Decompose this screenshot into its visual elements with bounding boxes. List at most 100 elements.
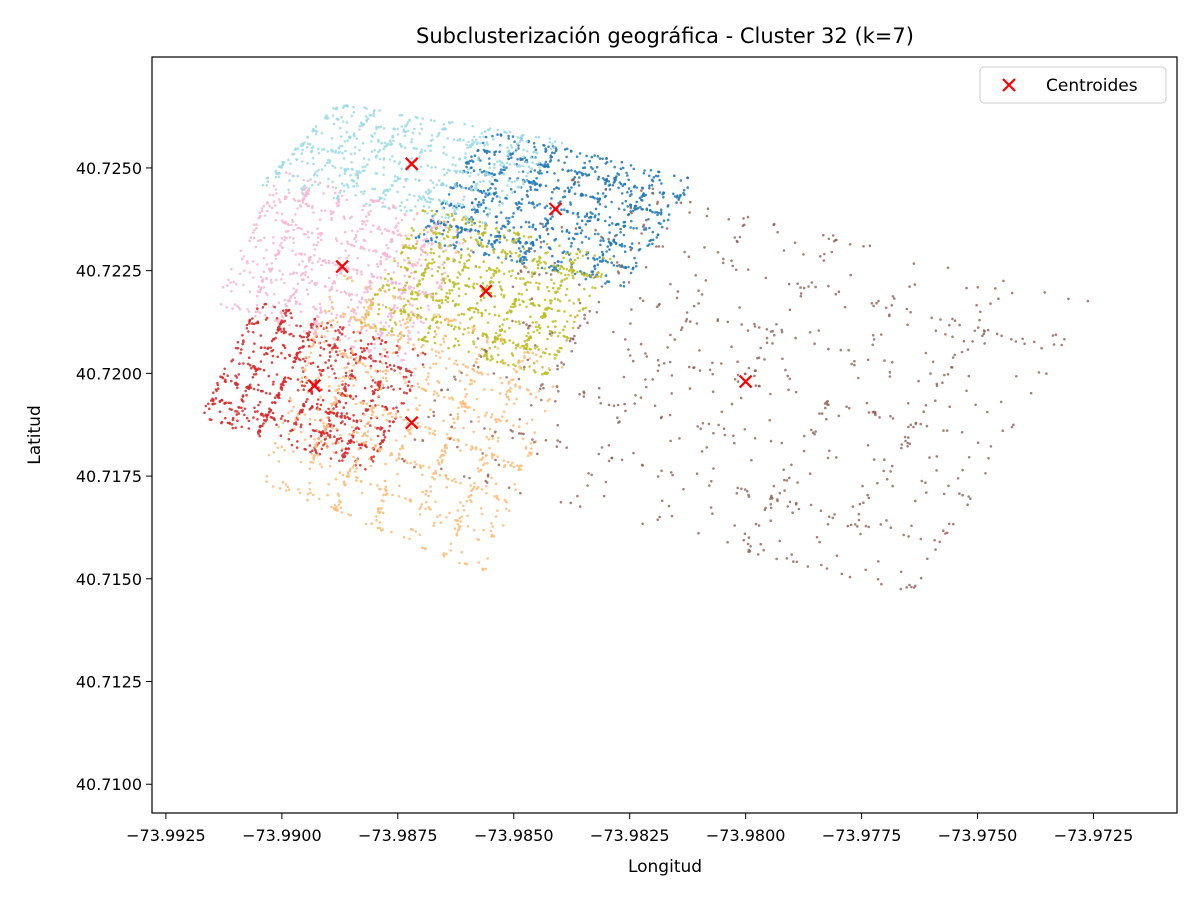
data-point [389, 411, 393, 415]
data-point [307, 236, 310, 239]
data-point [527, 248, 531, 252]
data-point [446, 274, 450, 278]
data-point [400, 358, 403, 362]
data-point [488, 208, 492, 211]
data-point [254, 245, 258, 249]
data-point [368, 457, 371, 461]
data-point [564, 273, 567, 277]
data-point [651, 238, 655, 242]
data-point [432, 393, 436, 396]
data-point [406, 421, 410, 425]
data-point [398, 484, 401, 488]
data-point [598, 259, 602, 263]
data-point [400, 252, 403, 255]
data-point [390, 282, 393, 286]
data-point [366, 371, 370, 374]
data-point [317, 151, 321, 155]
data-point [452, 138, 456, 141]
data-point [278, 325, 281, 328]
data-point [531, 201, 535, 204]
data-point [456, 412, 460, 416]
data-point [311, 405, 314, 409]
data-point [472, 251, 475, 254]
data-point [579, 194, 583, 197]
data-point [299, 380, 302, 384]
data-point [527, 235, 531, 239]
data-point [397, 296, 400, 300]
data-point [291, 450, 295, 453]
data-point [364, 364, 367, 368]
data-point [515, 260, 519, 263]
data-point [258, 311, 262, 315]
data-point [342, 106, 345, 110]
data-point [224, 416, 227, 420]
data-point [733, 441, 736, 445]
data-point [256, 418, 259, 421]
data-point [443, 173, 446, 176]
data-point [558, 300, 562, 303]
data-point [288, 172, 292, 175]
data-point [455, 282, 458, 286]
data-point [795, 560, 799, 564]
data-point [340, 242, 344, 245]
data-point [296, 416, 300, 419]
data-point [593, 232, 597, 236]
data-point [421, 244, 425, 247]
data-point [330, 505, 333, 509]
data-point [275, 317, 279, 320]
data-point [424, 493, 428, 496]
data-point [648, 226, 651, 230]
data-point [302, 185, 305, 189]
data-point [515, 147, 518, 151]
data-point [409, 432, 412, 436]
data-point [344, 382, 347, 386]
data-point [431, 181, 435, 184]
data-point [451, 398, 455, 401]
data-point [252, 276, 255, 279]
data-point [590, 473, 593, 477]
data-point [635, 186, 638, 189]
data-point [371, 379, 375, 382]
data-point [593, 264, 597, 268]
data-point [424, 226, 428, 229]
data-point [253, 406, 256, 410]
data-point [534, 148, 538, 152]
data-point [322, 347, 326, 351]
data-point [452, 438, 456, 442]
data-point [372, 224, 375, 227]
data-point [442, 277, 445, 280]
data-point [335, 405, 338, 409]
data-point [493, 495, 496, 498]
data-point [433, 119, 436, 123]
data-point [567, 237, 571, 240]
data-point [530, 167, 533, 171]
data-point [320, 447, 324, 451]
data-point [561, 328, 565, 332]
data-point [392, 206, 395, 209]
data-point [458, 260, 461, 264]
data-point [301, 408, 305, 412]
data-point [976, 441, 980, 445]
data-point [835, 456, 838, 459]
data-point [445, 485, 449, 489]
data-point [258, 367, 262, 371]
data-point [440, 281, 444, 285]
data-point [476, 240, 480, 244]
data-point [499, 211, 503, 214]
data-point [327, 276, 331, 280]
data-point [570, 186, 573, 189]
data-point [364, 165, 367, 168]
data-point [317, 322, 320, 326]
data-point [569, 314, 572, 317]
data-point [638, 296, 642, 300]
data-point [486, 128, 490, 132]
data-point [468, 285, 471, 289]
data-point [323, 209, 327, 212]
data-point [427, 266, 430, 270]
data-point [577, 180, 580, 184]
data-point [472, 485, 476, 489]
data-point [272, 293, 276, 296]
data-point [395, 459, 398, 462]
data-point [633, 184, 636, 188]
data-point [424, 239, 428, 243]
